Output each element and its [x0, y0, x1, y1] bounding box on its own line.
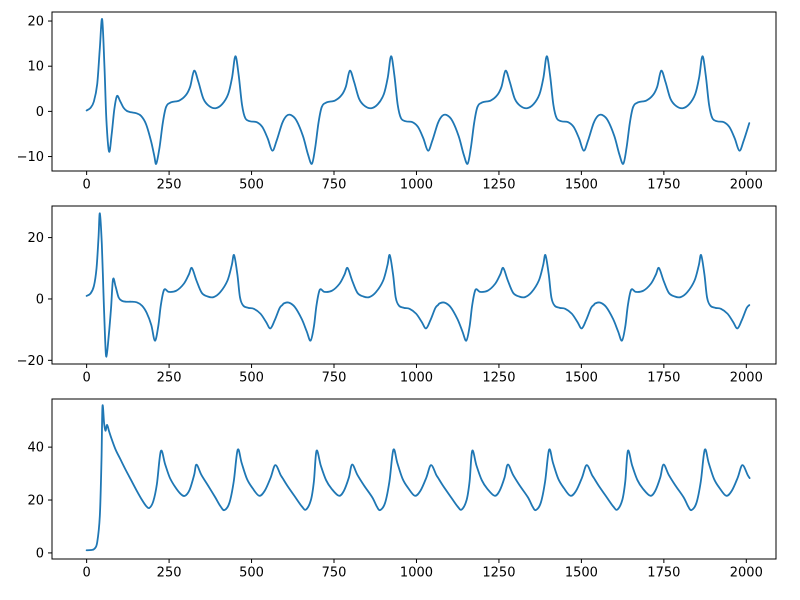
subplot-2-axes-frame	[51, 205, 777, 365]
x-tick-label: 0	[82, 566, 90, 581]
subplot-1-axes-frame	[51, 11, 777, 172]
subplot-1-y-axis: −10 0 10 20	[17, 15, 52, 165]
x-tick-label: 1750	[647, 371, 680, 386]
x-tick-label: 1500	[565, 566, 598, 581]
y-tick-label: −20	[17, 354, 44, 369]
x-tick-label: 0	[82, 371, 90, 386]
x-tick-label: 250	[157, 371, 182, 386]
x-tick-label: 750	[322, 566, 347, 581]
x-tick-label: 500	[239, 566, 264, 581]
x-tick-label: 750	[322, 178, 347, 193]
subplot-1-line	[85, 18, 751, 165]
subplot-3: 0 250 500 750 1000 1250 1500 1750 2000 0 20 40	[27, 398, 777, 581]
x-tick-label: 2000	[730, 371, 763, 386]
subplot-1-x-axis: 0 250 500 750 1000 1250 1500 1750 2000	[82, 171, 763, 193]
x-tick-label: 250	[157, 178, 182, 193]
x-tick-label: 1250	[482, 178, 515, 193]
x-tick-label: 1000	[400, 371, 433, 386]
y-tick-label: 20	[27, 494, 44, 509]
x-tick-label: 2000	[730, 566, 763, 581]
subplot-2: 0 250 500 750 1000 1250 1500 1750 2000 −20 0 20	[17, 205, 777, 386]
y-tick-label: −10	[17, 150, 44, 165]
x-tick-label: 250	[157, 566, 182, 581]
subplot-2-line	[85, 212, 751, 358]
x-tick-label: 1750	[647, 566, 680, 581]
y-tick-label: 20	[27, 231, 44, 246]
y-tick-label: 40	[27, 441, 44, 456]
x-tick-label: 500	[239, 371, 264, 386]
y-tick-label: 10	[27, 60, 44, 75]
x-tick-label: 1000	[400, 178, 433, 193]
y-tick-label: 20	[27, 15, 44, 30]
subplot-3-x-axis: 0 250 500 750 1000 1250 1500 1750 2000	[82, 559, 763, 581]
x-tick-label: 1500	[565, 178, 598, 193]
subplot-1: 0 250 500 750 1000 1250 1500 1750 2000 −10 0 10 20	[17, 11, 777, 193]
x-tick-label: 1250	[482, 371, 515, 386]
x-tick-label: 1250	[482, 566, 515, 581]
x-tick-label: 1000	[400, 566, 433, 581]
y-tick-label: 0	[36, 546, 44, 561]
y-tick-label: 0	[36, 105, 44, 120]
subplot-3-line	[85, 404, 751, 552]
subplot-3-y-axis: 0 20 40	[27, 441, 52, 561]
subplot-3-axes-frame	[51, 398, 777, 560]
x-tick-label: 2000	[730, 178, 763, 193]
x-tick-label: 1750	[647, 178, 680, 193]
y-tick-label: 0	[36, 292, 44, 307]
subplot-2-x-axis: 0 250 500 750 1000 1250 1500 1750 2000	[82, 364, 763, 386]
x-tick-label: 750	[322, 371, 347, 386]
x-tick-label: 1500	[565, 371, 598, 386]
subplot-2-y-axis: −20 0 20	[17, 231, 52, 369]
x-tick-label: 0	[82, 178, 90, 193]
x-tick-label: 500	[239, 178, 264, 193]
